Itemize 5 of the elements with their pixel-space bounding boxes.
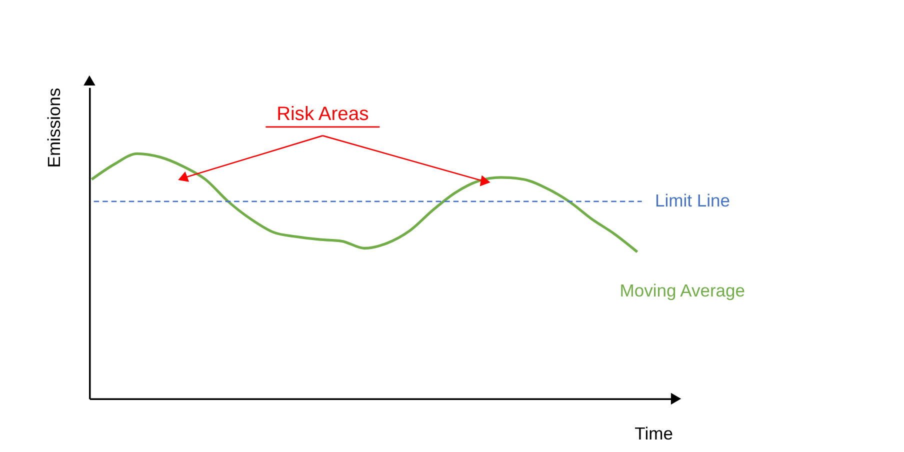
y-axis-title: Emissions [44, 88, 64, 168]
x-axis-title: Time [634, 424, 673, 444]
ref-line-label: Limit Line [654, 190, 730, 211]
text: Risk Areas [276, 104, 369, 125]
series-label: Moving Average [620, 280, 746, 301]
